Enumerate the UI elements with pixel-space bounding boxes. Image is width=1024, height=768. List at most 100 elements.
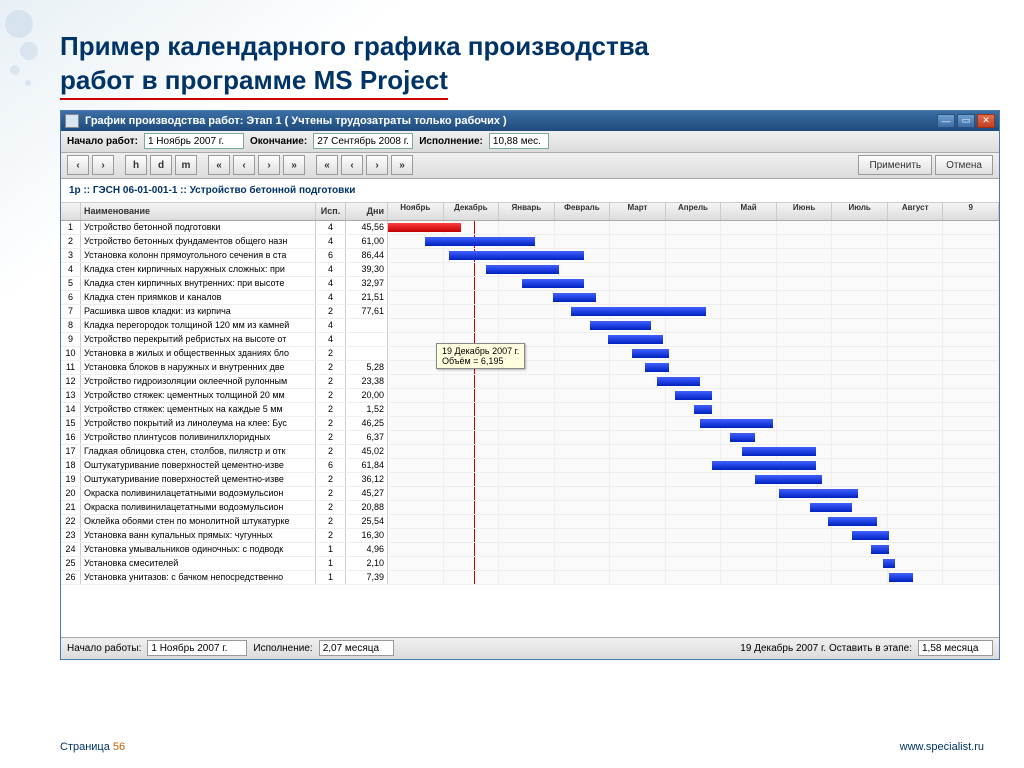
month-header: Август (888, 203, 944, 220)
task-row[interactable]: 14Устройство стяжек: цементных на каждые… (61, 403, 999, 417)
gantt-bar[interactable] (871, 545, 889, 554)
col-isp[interactable]: Исп. (316, 203, 346, 220)
end-date-input[interactable] (313, 133, 413, 149)
gantt-bar[interactable] (694, 405, 712, 414)
status-start-input[interactable] (147, 640, 247, 656)
status-right-input[interactable] (918, 640, 993, 656)
toolbar-btn-11[interactable]: › (366, 155, 388, 175)
toolbar-btn-10[interactable]: ‹ (341, 155, 363, 175)
task-row[interactable]: 18Оштукатуривание поверхностей цементно-… (61, 459, 999, 473)
gantt-bar[interactable] (828, 517, 877, 526)
row-isp: 4 (316, 263, 346, 276)
row-name: Гладкая облицовка стен, столбов, пилястр… (81, 445, 316, 458)
task-row[interactable]: 21Окраска поливинилацетатными водоэмульс… (61, 501, 999, 515)
task-row[interactable]: 1Устройство бетонной подготовки445,56 (61, 221, 999, 235)
task-row[interactable]: 2Устройство бетонных фундаментов общего … (61, 235, 999, 249)
toolbar-btn-0[interactable]: ‹ (67, 155, 89, 175)
task-row[interactable]: 22Оклейка обоями стен по монолитной штук… (61, 515, 999, 529)
maximize-button[interactable]: ▭ (957, 114, 975, 128)
col-dni[interactable]: Дни (346, 203, 388, 220)
task-row[interactable]: 10Установка в жилых и общественных здани… (61, 347, 999, 361)
task-row[interactable]: 26Установка унитазов: с бачком непосредс… (61, 571, 999, 585)
task-row[interactable]: 15Устройство покрытий из линолеума на кл… (61, 417, 999, 431)
toolbar-btn-8[interactable]: » (283, 155, 305, 175)
task-row[interactable]: 17Гладкая облицовка стен, столбов, пиляс… (61, 445, 999, 459)
row-isp: 4 (316, 235, 346, 248)
start-date-input[interactable] (144, 133, 244, 149)
row-isp: 2 (316, 389, 346, 402)
task-row[interactable]: 3Установка колонн прямоугольного сечения… (61, 249, 999, 263)
minimize-button[interactable]: — (937, 114, 955, 128)
col-name[interactable]: Наименование (81, 203, 316, 220)
gantt-bar[interactable] (889, 573, 913, 582)
toolbar-btn-12[interactable]: » (391, 155, 413, 175)
gantt-bar[interactable] (645, 363, 669, 372)
task-row[interactable]: 20Окраска поливинилацетатными водоэмульс… (61, 487, 999, 501)
apply-button[interactable]: Применить (858, 155, 932, 175)
gantt-bar[interactable] (883, 559, 895, 568)
task-row[interactable]: 19Оштукатуривание поверхностей цементно-… (61, 473, 999, 487)
task-row[interactable]: 23Установка ванн купальных прямых: чугун… (61, 529, 999, 543)
row-name: Кладка стен приямков и каналов (81, 291, 316, 304)
cancel-button[interactable]: Отмена (935, 155, 993, 175)
gantt-bar[interactable] (486, 265, 559, 274)
gantt-bar[interactable] (425, 237, 535, 246)
gantt-bar[interactable] (852, 531, 889, 540)
gantt-bar[interactable] (449, 251, 583, 260)
gantt-bar[interactable] (632, 349, 669, 358)
gantt-cell (388, 487, 999, 500)
task-row[interactable]: 11Установка блоков в наружных и внутренн… (61, 361, 999, 375)
gantt-bar[interactable] (810, 503, 853, 512)
row-name: Установка колонн прямоугольного сечения … (81, 249, 316, 262)
row-dni: 1,52 (346, 403, 388, 416)
task-row[interactable]: 4Кладка стен кирпичных наружных сложных:… (61, 263, 999, 277)
task-row[interactable]: 16Устройство плинтусов поливинилхлоридны… (61, 431, 999, 445)
gantt-bar[interactable] (522, 279, 583, 288)
close-button[interactable]: ✕ (977, 114, 995, 128)
row-name: Установка умывальников одиночных: с подв… (81, 543, 316, 556)
duration-input[interactable] (489, 133, 549, 149)
row-dni: 36,12 (346, 473, 388, 486)
gantt-cell (388, 235, 999, 248)
month-header: Июль (832, 203, 888, 220)
row-num: 14 (61, 403, 81, 416)
row-dni: 77,61 (346, 305, 388, 318)
toolbar-btn-7[interactable]: › (258, 155, 280, 175)
status-bar: Начало работы: Исполнение: 19 Декабрь 20… (61, 637, 999, 659)
row-isp: 2 (316, 431, 346, 444)
gantt-bar[interactable] (712, 461, 816, 470)
task-row[interactable]: 5Кладка стен кирпичных внутренних: при в… (61, 277, 999, 291)
gantt-bar[interactable] (675, 391, 712, 400)
task-row[interactable]: 25Установка смесителей12,10 (61, 557, 999, 571)
task-row[interactable]: 9Устройство перекрытий ребристых на высо… (61, 333, 999, 347)
toolbar-btn-3[interactable]: d (150, 155, 172, 175)
task-row[interactable]: 7Расшивка швов кладки: из кирпича277,61 (61, 305, 999, 319)
task-row[interactable]: 12Устройство гидроизоляции оклеечной рул… (61, 375, 999, 389)
gantt-bar[interactable] (730, 433, 754, 442)
toolbar-btn-1[interactable]: › (92, 155, 114, 175)
row-isp: 2 (316, 403, 346, 416)
task-row[interactable]: 8Кладка перегородок толщиной 120 мм из к… (61, 319, 999, 333)
toolbar-btn-5[interactable]: « (208, 155, 230, 175)
gantt-bar[interactable] (590, 321, 651, 330)
gantt-bar[interactable] (779, 489, 858, 498)
gantt-bar[interactable] (657, 377, 700, 386)
toolbar-btn-6[interactable]: ‹ (233, 155, 255, 175)
gantt-bar[interactable] (700, 419, 773, 428)
toolbar-btn-4[interactable]: m (175, 155, 197, 175)
gantt-bar[interactable] (388, 223, 461, 232)
task-row[interactable]: 24Установка умывальников одиночных: с по… (61, 543, 999, 557)
toolbar-btn-9[interactable]: « (316, 155, 338, 175)
gantt-bar[interactable] (553, 293, 596, 302)
gantt-bar[interactable] (742, 447, 815, 456)
task-row[interactable]: 6Кладка стен приямков и каналов421,51 (61, 291, 999, 305)
gantt-bar[interactable] (755, 475, 822, 484)
toolbar-btn-2[interactable]: h (125, 155, 147, 175)
row-dni: 45,27 (346, 487, 388, 500)
status-dur-input[interactable] (319, 640, 394, 656)
gantt-bar[interactable] (608, 335, 663, 344)
row-isp: 2 (316, 445, 346, 458)
month-header: Март (610, 203, 666, 220)
task-row[interactable]: 13Устройство стяжек: цементных толщиной … (61, 389, 999, 403)
gantt-bar[interactable] (571, 307, 705, 316)
